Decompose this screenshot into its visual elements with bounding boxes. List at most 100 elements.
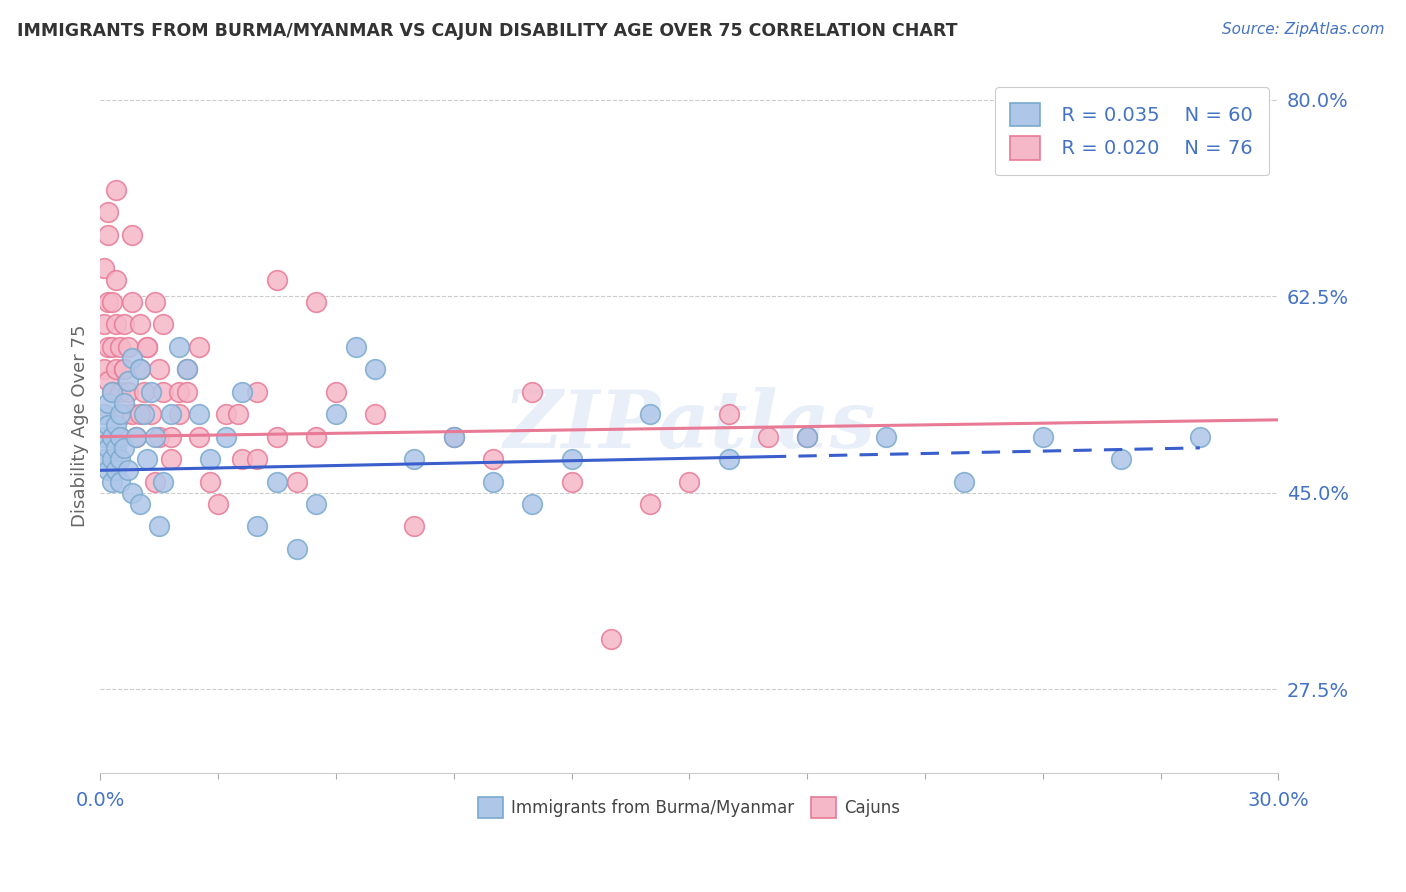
Point	[136, 340, 159, 354]
Point	[561, 452, 583, 467]
Point	[953, 475, 976, 489]
Point	[101, 384, 124, 399]
Point	[112, 441, 135, 455]
Point	[404, 452, 426, 467]
Point	[93, 362, 115, 376]
Point	[143, 430, 166, 444]
Point	[108, 384, 131, 399]
Point	[167, 340, 190, 354]
Point	[187, 430, 209, 444]
Point	[325, 384, 347, 399]
Point	[97, 441, 120, 455]
Point	[200, 452, 222, 467]
Point	[152, 475, 174, 489]
Point	[167, 384, 190, 399]
Point	[522, 497, 544, 511]
Point	[305, 295, 328, 310]
Point	[93, 430, 115, 444]
Point	[108, 475, 131, 489]
Point	[132, 407, 155, 421]
Point	[266, 272, 288, 286]
Point	[128, 362, 150, 376]
Point	[1188, 430, 1211, 444]
Point	[599, 632, 621, 646]
Point	[200, 475, 222, 489]
Point	[143, 295, 166, 310]
Point	[112, 407, 135, 421]
Point	[108, 340, 131, 354]
Point	[796, 430, 818, 444]
Y-axis label: Disability Age Over 75: Disability Age Over 75	[72, 324, 89, 526]
Point	[143, 475, 166, 489]
Point	[141, 384, 163, 399]
Point	[443, 430, 465, 444]
Point	[226, 407, 249, 421]
Point	[875, 430, 897, 444]
Point	[482, 475, 505, 489]
Point	[148, 519, 170, 533]
Point	[108, 452, 131, 467]
Point	[101, 340, 124, 354]
Point	[97, 418, 120, 433]
Point	[97, 295, 120, 310]
Point	[160, 407, 183, 421]
Point	[231, 452, 253, 467]
Point	[561, 475, 583, 489]
Point	[796, 430, 818, 444]
Point	[136, 340, 159, 354]
Point	[187, 407, 209, 421]
Point	[176, 384, 198, 399]
Point	[121, 351, 143, 365]
Point	[121, 407, 143, 421]
Point	[136, 452, 159, 467]
Point	[404, 519, 426, 533]
Text: IMMIGRANTS FROM BURMA/MYANMAR VS CAJUN DISABILITY AGE OVER 75 CORRELATION CHART: IMMIGRANTS FROM BURMA/MYANMAR VS CAJUN D…	[17, 22, 957, 40]
Point	[266, 475, 288, 489]
Point	[112, 396, 135, 410]
Legend: Immigrants from Burma/Myanmar, Cajuns: Immigrants from Burma/Myanmar, Cajuns	[471, 790, 907, 824]
Point	[108, 430, 131, 444]
Point	[105, 318, 128, 332]
Point	[207, 497, 229, 511]
Point	[93, 452, 115, 467]
Point	[148, 430, 170, 444]
Point	[678, 475, 700, 489]
Point	[121, 295, 143, 310]
Point	[152, 318, 174, 332]
Point	[305, 430, 328, 444]
Point	[117, 374, 139, 388]
Point	[121, 227, 143, 242]
Point	[344, 340, 367, 354]
Point	[112, 362, 135, 376]
Point	[215, 407, 238, 421]
Point	[176, 362, 198, 376]
Point	[125, 430, 148, 444]
Point	[112, 318, 135, 332]
Point	[97, 205, 120, 219]
Point	[246, 452, 269, 467]
Text: ZIPatlas: ZIPatlas	[503, 387, 876, 464]
Point	[128, 362, 150, 376]
Point	[105, 362, 128, 376]
Point	[167, 407, 190, 421]
Point	[128, 497, 150, 511]
Point	[215, 430, 238, 444]
Point	[128, 407, 150, 421]
Point	[266, 430, 288, 444]
Text: Source: ZipAtlas.com: Source: ZipAtlas.com	[1222, 22, 1385, 37]
Point	[1032, 430, 1054, 444]
Point	[105, 272, 128, 286]
Point	[364, 407, 387, 421]
Point	[756, 430, 779, 444]
Point	[101, 430, 124, 444]
Point	[97, 396, 120, 410]
Point	[482, 452, 505, 467]
Point	[101, 430, 124, 444]
Point	[364, 362, 387, 376]
Point	[285, 541, 308, 556]
Point	[246, 384, 269, 399]
Point	[128, 318, 150, 332]
Point	[105, 463, 128, 477]
Point	[97, 374, 120, 388]
Point	[101, 475, 124, 489]
